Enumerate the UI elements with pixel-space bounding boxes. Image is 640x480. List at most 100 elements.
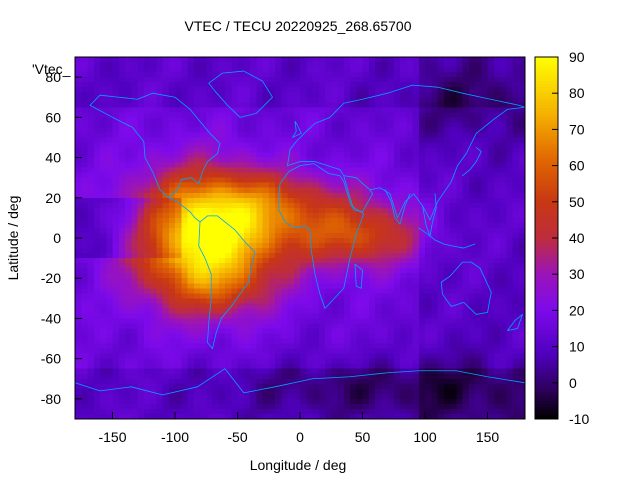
heatmap-cell (275, 283, 282, 289)
heatmap-cell (187, 388, 195, 395)
heatmap-cell (281, 222, 288, 229)
heatmap-cell (493, 132, 501, 138)
heatmap-cell (218, 288, 226, 294)
heatmap-cell (343, 232, 351, 239)
heatmap-cell (356, 268, 363, 274)
heatmap-cell (193, 303, 201, 309)
heatmap-cell (275, 258, 282, 264)
heatmap-cell (281, 323, 288, 329)
heatmap-cell (362, 323, 370, 329)
heatmap-cell (356, 172, 363, 179)
heatmap-cell (306, 288, 313, 294)
heatmap-cell (137, 298, 145, 304)
heatmap-cell (493, 333, 501, 339)
heatmap-cell (512, 172, 520, 179)
heatmap-cell (200, 227, 207, 234)
heatmap-cell (143, 82, 151, 88)
heatmap-cell (81, 137, 88, 143)
heatmap-cell (400, 253, 407, 259)
heatmap-cell (262, 388, 270, 395)
heatmap-cell (387, 137, 395, 143)
heatmap-cell (200, 268, 207, 274)
heatmap-cell (437, 77, 445, 83)
heatmap-cell (200, 383, 207, 390)
heatmap-cell (187, 253, 195, 259)
heatmap-cell (431, 363, 438, 370)
heatmap-cell (206, 343, 213, 349)
heatmap-cell (481, 67, 488, 73)
heatmap-cell (131, 112, 138, 118)
heatmap-cell (275, 202, 282, 209)
heatmap-cell (475, 288, 482, 294)
heatmap-cell (218, 157, 226, 163)
heatmap-cell (406, 313, 413, 319)
heatmap-cell (325, 87, 332, 93)
heatmap-cell (212, 57, 220, 63)
heatmap-cell (443, 288, 451, 294)
heatmap-cell (81, 167, 88, 173)
heatmap-cell (300, 333, 307, 339)
heatmap-cell (406, 62, 413, 68)
heatmap-cell (475, 62, 482, 68)
heatmap-cell (500, 358, 507, 365)
heatmap-cell (512, 313, 520, 319)
heatmap-cell (181, 97, 188, 103)
heatmap-cell (312, 253, 320, 259)
heatmap-cell (106, 358, 113, 365)
heatmap-cell (293, 77, 301, 83)
heatmap-cell (337, 393, 345, 400)
heatmap-cell (293, 313, 301, 319)
heatmap-cell (81, 97, 88, 103)
heatmap-cell (287, 182, 295, 189)
heatmap-cell (268, 303, 276, 309)
heatmap-cell (150, 363, 157, 370)
heatmap-cell (343, 373, 351, 380)
heatmap-cell (381, 288, 388, 294)
heatmap-cell (293, 217, 301, 224)
heatmap-cell (406, 363, 413, 370)
heatmap-cell (412, 248, 420, 254)
heatmap-cell (187, 368, 195, 375)
heatmap-cell (112, 87, 120, 93)
heatmap-cell (493, 363, 501, 370)
heatmap-cell (475, 363, 482, 370)
heatmap-cell (87, 268, 95, 274)
heatmap-cell (212, 92, 220, 98)
heatmap-cell (475, 142, 482, 148)
heatmap-cell (418, 177, 426, 184)
heatmap-cell (212, 107, 220, 113)
heatmap-cell (187, 263, 195, 269)
heatmap-cell (181, 207, 188, 214)
heatmap-cell (150, 248, 157, 254)
heatmap-cell (312, 202, 320, 209)
heatmap-cell (437, 318, 445, 324)
heatmap-cell (456, 258, 463, 264)
heatmap-cell (225, 147, 232, 153)
heatmap-cell (350, 368, 357, 375)
heatmap-cell (518, 187, 526, 194)
heatmap-cell (325, 132, 332, 138)
heatmap-cell (206, 182, 213, 189)
heatmap-cell (106, 323, 113, 329)
heatmap-cell (368, 383, 376, 390)
heatmap-cell (268, 323, 276, 329)
heatmap-cell (337, 238, 345, 244)
heatmap-cell (443, 328, 451, 334)
heatmap-cell (287, 132, 295, 138)
heatmap-cell (381, 222, 388, 229)
heatmap-cell (162, 373, 170, 380)
heatmap-cell (343, 253, 351, 259)
heatmap-cell (168, 323, 176, 329)
heatmap-cell (231, 62, 238, 68)
heatmap-cell (481, 117, 488, 123)
heatmap-cell (462, 77, 470, 83)
heatmap-cell (293, 378, 301, 385)
heatmap-cell (431, 368, 438, 375)
heatmap-cell (437, 127, 445, 133)
heatmap-cell (306, 182, 313, 189)
heatmap-cell (456, 333, 463, 339)
heatmap-cell (331, 273, 338, 279)
heatmap-cell (181, 117, 188, 123)
heatmap-cell (275, 107, 282, 113)
heatmap-cell (393, 222, 401, 229)
